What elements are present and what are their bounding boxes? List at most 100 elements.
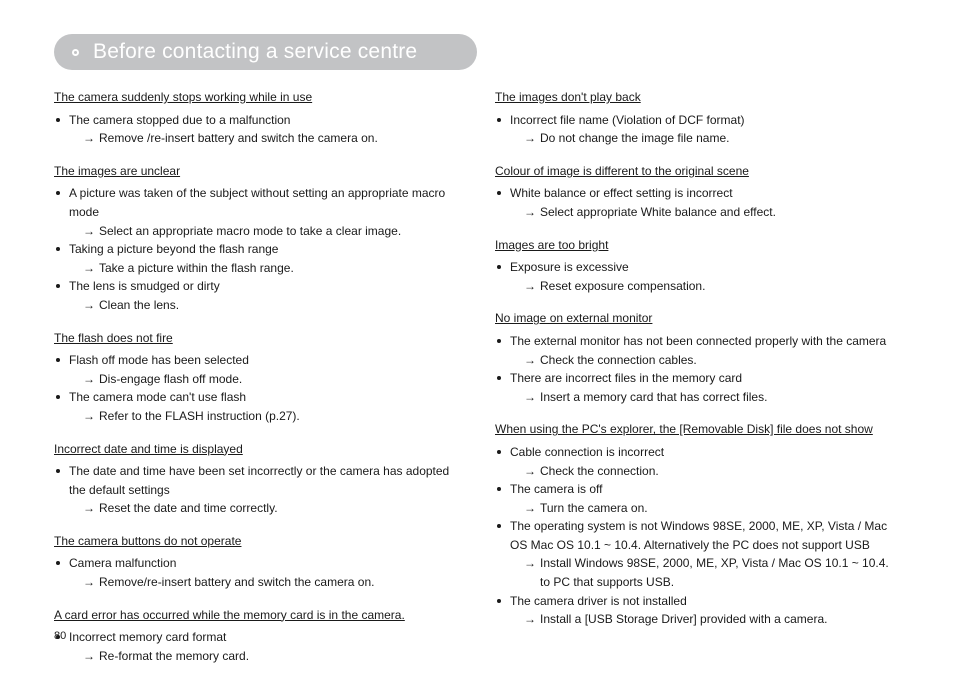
cause-row: Incorrect file name (Violation of DCF fo… bbox=[495, 111, 900, 130]
issue-title: The camera buttons do not operate bbox=[54, 532, 459, 551]
solution-text: Dis-engage flash off mode. bbox=[99, 370, 459, 389]
column: The images don't play back Incorrect file… bbox=[495, 88, 900, 679]
issue-title: The flash does not fire bbox=[54, 329, 459, 348]
solution-text: Reset exposure compensation. bbox=[540, 277, 900, 296]
issue-block: The images are unclearA picture was take… bbox=[54, 162, 459, 315]
solution-text: Remove/re-insert battery and switch the … bbox=[99, 573, 459, 592]
issue-title: The camera suddenly stops working while … bbox=[54, 88, 459, 107]
cause-text: Exposure is excessive bbox=[510, 258, 900, 277]
bullet-icon bbox=[56, 247, 60, 251]
solution-row: →Do not change the image file name. bbox=[495, 129, 900, 148]
issue-title: When using the PC's explorer, the [Remov… bbox=[495, 420, 900, 439]
arrow-icon: → bbox=[83, 370, 95, 389]
solution-text: Clean the lens. bbox=[99, 296, 459, 315]
arrow-icon: → bbox=[83, 296, 95, 315]
cause-text: White balance or effect setting is incor… bbox=[510, 184, 900, 203]
content-columns: The camera suddenly stops working while … bbox=[54, 88, 900, 679]
cause-text: Taking a picture beyond the flash range bbox=[69, 240, 459, 259]
solution-row: →Check the connection cables. bbox=[495, 351, 900, 370]
page-number: 80 bbox=[54, 630, 66, 642]
issue-block: The camera buttons do not operate Camera … bbox=[54, 532, 459, 592]
issue-block: No image on external monitor The external… bbox=[495, 309, 900, 406]
solution-row: →Install a [USB Storage Driver] provided… bbox=[495, 610, 900, 629]
cause-text: The camera driver is not installed bbox=[510, 592, 900, 611]
cause-text: A picture was taken of the subject witho… bbox=[69, 184, 459, 221]
cause-text: The camera stopped due to a malfunction bbox=[69, 111, 459, 130]
cause-row: Incorrect memory card format bbox=[54, 628, 459, 647]
issue-title: The images don't play back bbox=[495, 88, 900, 107]
cause-row: A picture was taken of the subject witho… bbox=[54, 184, 459, 221]
cause-row: Camera malfunction bbox=[54, 554, 459, 573]
arrow-icon: → bbox=[524, 203, 536, 222]
solution-row: →Insert a memory card that has correct f… bbox=[495, 388, 900, 407]
issue-title: A card error has occurred while the memo… bbox=[54, 606, 459, 625]
bullet-icon bbox=[497, 524, 501, 528]
cause-text: The operating system is not Windows 98SE… bbox=[510, 517, 900, 554]
solution-row: →Turn the camera on. bbox=[495, 499, 900, 518]
arrow-icon: → bbox=[83, 573, 95, 592]
bullet-icon bbox=[497, 599, 501, 603]
arrow-icon: → bbox=[83, 647, 95, 666]
arrow-icon: → bbox=[83, 407, 95, 426]
bullet-icon bbox=[497, 191, 501, 195]
bullet-icon bbox=[56, 284, 60, 288]
solution-row: →Refer to the FLASH instruction (p.27). bbox=[54, 407, 459, 426]
issue-block: The images don't play back Incorrect file… bbox=[495, 88, 900, 148]
solution-text: Install Windows 98SE, 2000, ME, XP, Vist… bbox=[540, 554, 900, 591]
page-header: Before contacting a service centre bbox=[54, 34, 477, 70]
solution-row: →Reset the date and time correctly. bbox=[54, 499, 459, 518]
arrow-icon: → bbox=[524, 610, 536, 629]
bullet-icon bbox=[56, 358, 60, 362]
cause-text: Incorrect file name (Violation of DCF fo… bbox=[510, 111, 900, 130]
bullet-icon bbox=[56, 395, 60, 399]
solution-row: →Install Windows 98SE, 2000, ME, XP, Vis… bbox=[495, 554, 900, 591]
cause-text: The lens is smudged or dirty bbox=[69, 277, 459, 296]
bullet-icon bbox=[497, 339, 501, 343]
arrow-icon: → bbox=[83, 129, 95, 148]
issue-block: The flash does not fireFlash off mode ha… bbox=[54, 329, 459, 426]
bullet-icon bbox=[497, 376, 501, 380]
issue-title: Images are too bright bbox=[495, 236, 900, 255]
solution-text: Insert a memory card that has correct fi… bbox=[540, 388, 900, 407]
issue-block: A card error has occurred while the memo… bbox=[54, 606, 459, 666]
arrow-icon: → bbox=[524, 129, 536, 148]
bullet-icon bbox=[56, 191, 60, 195]
issue-block: The camera suddenly stops working while … bbox=[54, 88, 459, 148]
bullet-icon bbox=[56, 469, 60, 473]
solution-text: Re-format the memory card. bbox=[99, 647, 459, 666]
solution-text: Select appropriate White balance and eff… bbox=[540, 203, 900, 222]
bullet-icon bbox=[497, 265, 501, 269]
cause-text: The external monitor has not been connec… bbox=[510, 332, 900, 351]
cause-text: Cable connection is incorrect bbox=[510, 443, 900, 462]
solution-text: Select an appropriate macro mode to take… bbox=[99, 222, 459, 241]
bullet-icon bbox=[497, 118, 501, 122]
cause-text: Camera malfunction bbox=[69, 554, 459, 573]
solution-text: Check the connection. bbox=[540, 462, 900, 481]
issue-block: Colour of image is different to the orig… bbox=[495, 162, 900, 222]
arrow-icon: → bbox=[524, 499, 536, 518]
bullet-icon bbox=[56, 561, 60, 565]
cause-row: The camera is off bbox=[495, 480, 900, 499]
cause-row: The date and time have been set incorrec… bbox=[54, 462, 459, 499]
solution-row: →Remove/re-insert battery and switch the… bbox=[54, 573, 459, 592]
cause-row: The lens is smudged or dirty bbox=[54, 277, 459, 296]
solution-text: Do not change the image file name. bbox=[540, 129, 900, 148]
cause-text: The camera is off bbox=[510, 480, 900, 499]
cause-row: The camera stopped due to a malfunction bbox=[54, 111, 459, 130]
issue-block: Incorrect date and time is displayedThe … bbox=[54, 440, 459, 518]
solution-row: →Select appropriate White balance and ef… bbox=[495, 203, 900, 222]
solution-row: →Select an appropriate macro mode to tak… bbox=[54, 222, 459, 241]
solution-row: →Remove /re-insert battery and switch th… bbox=[54, 129, 459, 148]
header-dot-icon bbox=[72, 49, 79, 56]
bullet-icon bbox=[56, 118, 60, 122]
cause-row: Cable connection is incorrect bbox=[495, 443, 900, 462]
arrow-icon: → bbox=[83, 259, 95, 278]
cause-row: The camera driver is not installed bbox=[495, 592, 900, 611]
arrow-icon: → bbox=[83, 222, 95, 241]
cause-row: The external monitor has not been connec… bbox=[495, 332, 900, 351]
solution-text: Check the connection cables. bbox=[540, 351, 900, 370]
solution-row: →Reset exposure compensation. bbox=[495, 277, 900, 296]
page-title: Before contacting a service centre bbox=[93, 40, 417, 64]
solution-text: Refer to the FLASH instruction (p.27). bbox=[99, 407, 459, 426]
issue-title: No image on external monitor bbox=[495, 309, 900, 328]
